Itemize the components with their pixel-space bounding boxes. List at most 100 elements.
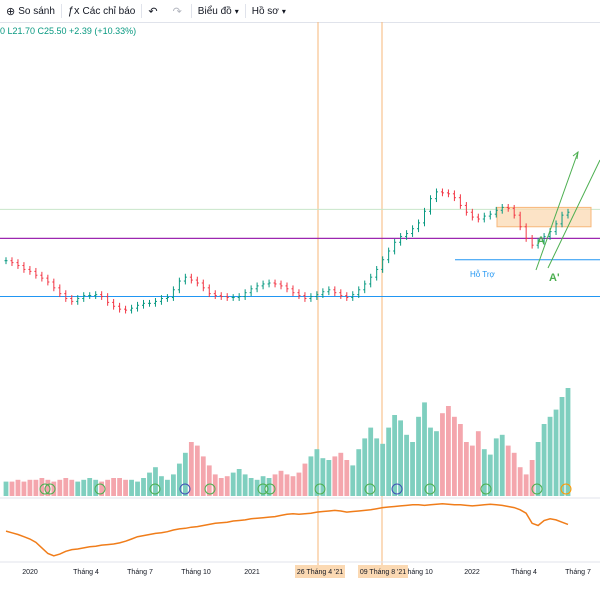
- x-axis-label: 2022: [464, 569, 480, 576]
- volume-bar: [398, 420, 403, 496]
- volume-bar: [446, 406, 451, 496]
- volume-bar: [308, 456, 314, 496]
- volume-bar: [3, 481, 9, 496]
- volume-bar: [45, 479, 51, 496]
- volume-bar: [523, 474, 529, 496]
- volume-bar: [434, 431, 439, 496]
- volume-bar: [117, 478, 122, 496]
- signal-marker-icon[interactable]: [480, 483, 492, 495]
- volume-bar: [9, 481, 15, 496]
- signal-marker-icon[interactable]: [264, 483, 276, 495]
- volume-bar: [475, 431, 481, 496]
- volume-bar: [69, 479, 75, 496]
- date-badge-2: 09 Tháng 8 '21: [360, 569, 406, 576]
- volume-bar: [350, 465, 356, 496]
- volume-bar: [248, 478, 254, 496]
- volume-bar: [57, 479, 63, 496]
- arrow-up-icon: [572, 150, 579, 160]
- signal-marker-icon[interactable]: [560, 483, 572, 495]
- volume-bar: [141, 478, 146, 496]
- volume-bar: [487, 454, 493, 496]
- volume-bar: [290, 476, 296, 496]
- channel-upper-line[interactable]: [535, 151, 579, 271]
- volume-bar: [422, 402, 427, 496]
- volume-bar: [254, 479, 260, 496]
- volume-bar: [338, 452, 344, 496]
- volume-bar: [188, 442, 194, 496]
- x-axis-label: Tháng 7: [565, 569, 591, 576]
- x-axis-label: 2020: [22, 569, 38, 576]
- indicators-icon: ƒx: [67, 5, 80, 17]
- volume-bar: [440, 413, 445, 496]
- volume-bar: [410, 442, 415, 496]
- volume-bar: [380, 443, 386, 496]
- x-axis-label: Tháng 10: [181, 569, 211, 576]
- profile-menu-button[interactable]: Hồ sơ ▾: [246, 0, 292, 22]
- chevron-down-icon: ▾: [234, 6, 239, 16]
- redo-button[interactable]: ↷: [167, 0, 191, 22]
- relative-strength-line[interactable]: [5, 502, 569, 557]
- volume-bar: [87, 478, 93, 496]
- profile-menu-label: Hồ sơ: [251, 5, 279, 17]
- label-a-prime: A': [549, 272, 560, 284]
- volume-bar: [111, 478, 117, 496]
- consolidation-box[interactable]: [496, 206, 592, 228]
- volume-bar: [242, 474, 248, 496]
- indicators-button[interactable]: ƒx Các chỉ báo: [62, 0, 141, 22]
- volume-bar: [153, 467, 158, 496]
- signal-marker-icon[interactable]: [314, 483, 326, 495]
- date-badge-1: 26 Tháng 4 '21: [297, 569, 343, 576]
- volume-bar: [81, 479, 87, 496]
- channel-lower-line[interactable]: [547, 159, 600, 269]
- support-label: Hỗ Trợ: [470, 270, 496, 279]
- volume-bar: [15, 479, 21, 496]
- signal-marker-icon[interactable]: [531, 483, 543, 495]
- volume-bar: [123, 479, 128, 496]
- volume-bar: [392, 415, 398, 496]
- volume-bar: [236, 469, 242, 496]
- signal-marker-icon[interactable]: [179, 483, 191, 495]
- signal-marker-icon[interactable]: [364, 483, 376, 495]
- volume-bar: [416, 416, 421, 496]
- volume-bar: [332, 456, 338, 496]
- volume-bar: [129, 479, 134, 496]
- signal-marker-icon[interactable]: [424, 483, 436, 495]
- volume-bar: [284, 474, 290, 496]
- top-toolbar: ⊕ So sánh ƒx Các chỉ báo ↶ ↷ Biểu đồ ▾ H…: [0, 0, 600, 23]
- volume-bar: [206, 465, 212, 496]
- plus-circle-icon: ⊕: [6, 5, 16, 18]
- signal-marker-icon[interactable]: [257, 483, 269, 495]
- undo-icon: ↶: [148, 5, 158, 18]
- signal-marker-icon[interactable]: [204, 483, 216, 495]
- volume-bar: [535, 442, 541, 496]
- volume-bar: [296, 472, 302, 496]
- volume-bar: [553, 409, 559, 496]
- volume-bar: [21, 481, 27, 496]
- volume-bar: [362, 438, 368, 496]
- volume-bar: [469, 445, 475, 496]
- signal-marker-icon[interactable]: [39, 483, 51, 495]
- compare-label: So sánh: [18, 5, 55, 17]
- volume-bar: [565, 388, 571, 496]
- volume-bar: [320, 458, 326, 496]
- volume-bar: [165, 479, 170, 496]
- signal-marker-icon[interactable]: [391, 483, 403, 495]
- volume-bar: [529, 460, 535, 496]
- volume-bar: [481, 449, 487, 496]
- volume-bar: [176, 463, 182, 496]
- x-axis-label: Tháng 7: [127, 569, 153, 576]
- indicators-label: Các chỉ báo: [82, 5, 136, 17]
- redo-icon: ↷: [172, 5, 182, 18]
- signal-marker-icon[interactable]: [44, 483, 56, 495]
- chart-menu-button[interactable]: Biểu đồ ▾: [192, 0, 245, 22]
- divider: [60, 4, 62, 18]
- signal-marker-icon[interactable]: [94, 483, 106, 495]
- volume-bar: [27, 479, 33, 496]
- chart-canvas[interactable]: A A' Hỗ Trợ 2020 Tháng 4 Tháng 7 Tháng 10 2021 T…: [0, 22, 600, 600]
- volume-bar: [356, 449, 362, 496]
- volume-bar: [505, 445, 511, 496]
- signal-marker-icon[interactable]: [149, 483, 161, 495]
- undo-button[interactable]: ↶: [142, 0, 166, 22]
- compare-button[interactable]: ⊕ So sánh: [0, 0, 61, 22]
- volume-bar: [511, 452, 517, 496]
